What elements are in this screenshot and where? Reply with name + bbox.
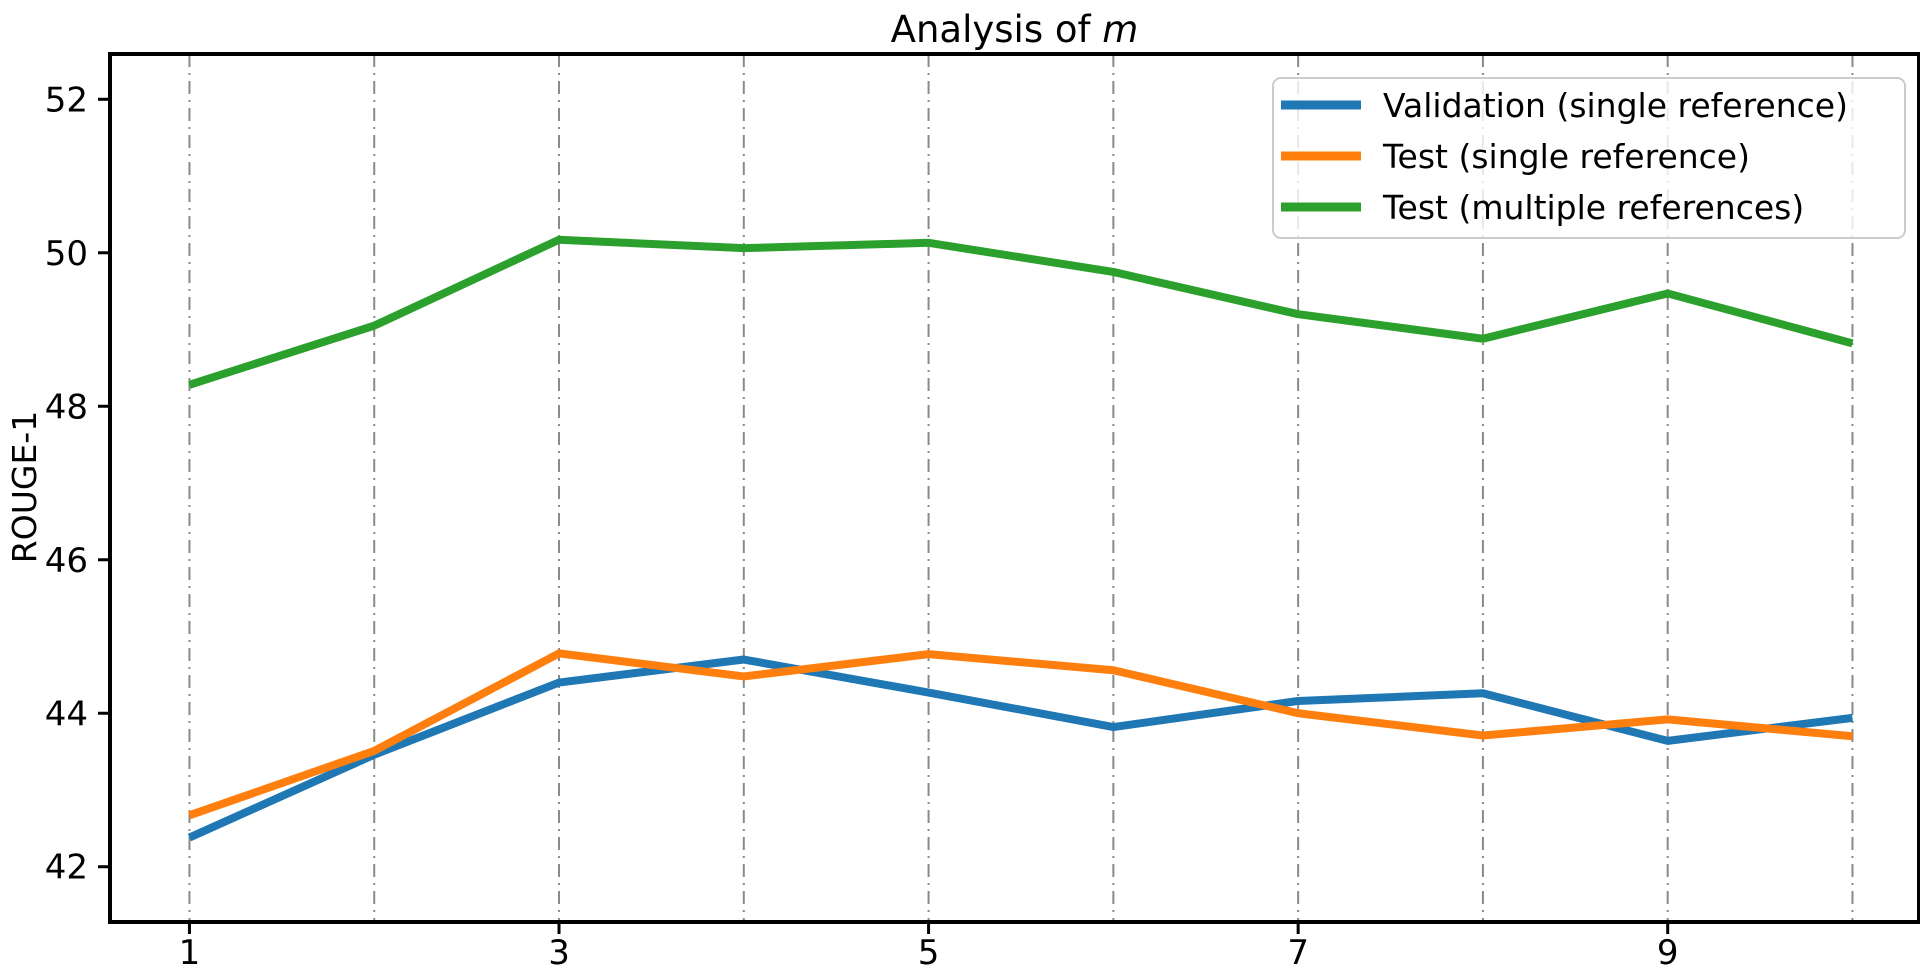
y-tick-label-50: 50 bbox=[45, 234, 88, 274]
legend-item-test-single-reference: Test (single reference) bbox=[1281, 137, 1750, 176]
series-line-test-single-reference bbox=[188, 649, 1853, 820]
legend: Validation (single reference) Test (singl… bbox=[1272, 77, 1906, 239]
series-lines bbox=[187, 235, 1854, 842]
legend-item-test-multiple-references: Test (multiple references) bbox=[1281, 188, 1804, 227]
series-line-test-multiple-references bbox=[188, 235, 1854, 389]
legend-label-validation-single-reference: Validation (single reference) bbox=[1383, 86, 1848, 125]
legend-label-test-multiple-references: Test (multiple references) bbox=[1382, 188, 1804, 227]
y-tick-label-42: 42 bbox=[45, 848, 88, 888]
y-axis: 42 44 46 48 50 52 bbox=[45, 80, 110, 888]
y-tick-label-48: 48 bbox=[45, 387, 88, 427]
y-tick-label-52: 52 bbox=[45, 80, 88, 120]
y-tick-label-46: 46 bbox=[45, 541, 88, 581]
plot-border bbox=[108, 52, 1920, 924]
x-tick-label-5: 5 bbox=[918, 933, 940, 969]
x-axis: 1 3 5 7 9 bbox=[179, 922, 1679, 969]
x-tick-label-9: 9 bbox=[1657, 933, 1679, 969]
legend-item-validation-single-reference: Validation (single reference) bbox=[1281, 86, 1848, 125]
chart-title-variable: m bbox=[1102, 8, 1138, 51]
y-tick-label-44: 44 bbox=[45, 694, 88, 734]
series-line-validation-single-reference bbox=[187, 655, 1853, 842]
legend-frame bbox=[1272, 77, 1906, 239]
chart-title-prefix: Analysis of bbox=[891, 8, 1103, 51]
x-tick-label-3: 3 bbox=[548, 933, 570, 969]
chart-title: Analysis of m bbox=[891, 8, 1139, 51]
x-tick-label-1: 1 bbox=[179, 933, 201, 969]
legend-label-test-single-reference: Test (single reference) bbox=[1382, 137, 1750, 176]
y-axis-title: ROUGE-1 bbox=[5, 411, 44, 563]
x-tick-label-7: 7 bbox=[1287, 933, 1309, 969]
